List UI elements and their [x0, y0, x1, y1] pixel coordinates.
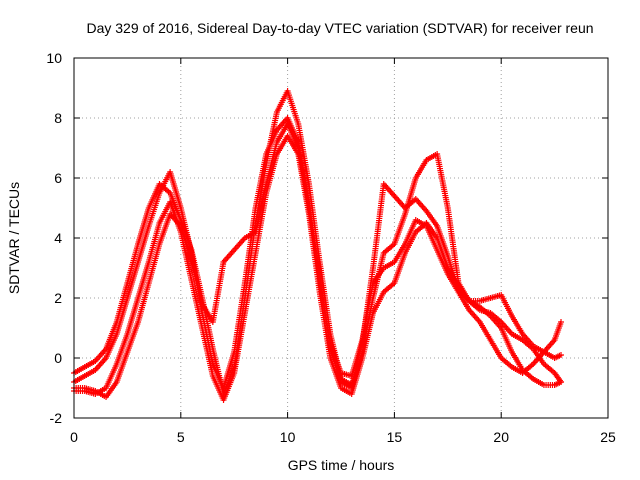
x-tick-label: 0 [70, 429, 78, 445]
data-point [558, 352, 565, 358]
y-tick-label: 8 [54, 110, 62, 126]
data-point [558, 319, 565, 325]
x-tick-label: 15 [387, 429, 403, 445]
y-tick-label: 0 [54, 350, 62, 366]
y-tick-label: 10 [46, 50, 62, 66]
axis-ticks: 0 5 10 15 20 25 -2 0 2 4 6 8 10 [46, 50, 616, 445]
y-tick-label: 2 [54, 290, 62, 306]
x-tick-label: 10 [280, 429, 296, 445]
x-axis-label: GPS time / hours [288, 457, 395, 473]
y-axis-label: SDTVAR / TECUs [6, 182, 22, 294]
grid [74, 58, 608, 418]
data-points [71, 88, 565, 403]
x-tick-label: 5 [177, 429, 185, 445]
y-tick-label: 6 [54, 170, 62, 186]
series-track-3 [71, 133, 565, 403]
x-tick-label: 25 [600, 429, 616, 445]
data-point [558, 379, 565, 385]
chart-title: Day 329 of 2016, Sidereal Day-to-day VTE… [86, 20, 593, 36]
x-tick-label: 20 [493, 429, 509, 445]
series-track-4 [71, 121, 565, 400]
y-tick-label: -2 [50, 410, 63, 426]
y-tick-label: 4 [54, 230, 62, 246]
